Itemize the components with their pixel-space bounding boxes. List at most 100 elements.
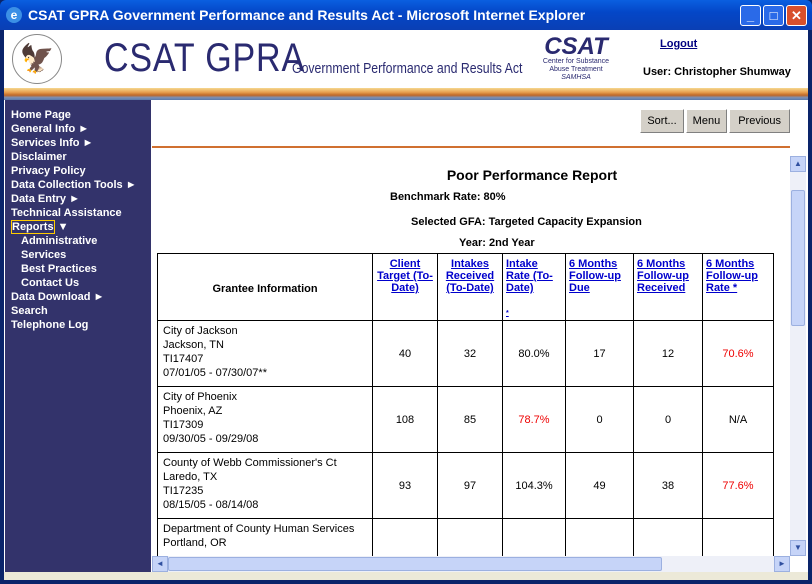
intakes-received: 97 <box>437 452 503 519</box>
nav-privacy[interactable]: Privacy Policy <box>11 165 86 177</box>
grantee-name: City of Phoenix <box>163 391 237 403</box>
followup-due <box>565 518 634 556</box>
followup-due: 0 <box>565 386 634 453</box>
header-followup-due[interactable]: 6 Months Follow-up Due <box>565 253 634 321</box>
logout-link[interactable]: Logout <box>660 38 698 50</box>
followup-received: 12 <box>633 320 703 387</box>
status-bar <box>4 572 808 580</box>
followup-received <box>633 518 703 556</box>
window-title: CSAT GPRA Government Performance and Res… <box>28 7 586 23</box>
window-titlebar: e CSAT GPRA Government Performance and R… <box>0 0 812 30</box>
menu-button[interactable]: Menu <box>685 109 728 133</box>
nav-reports[interactable]: Reports ▼ <box>11 220 69 234</box>
nav-best-practices[interactable]: Best Practices <box>21 263 97 275</box>
header-followup-rate[interactable]: 6 Months Follow-up Rate * <box>702 253 774 321</box>
nav-data-entry[interactable]: Data Entry ► <box>11 193 80 205</box>
grantee-info: County of Webb Commissioner's Ct Laredo, … <box>157 452 373 519</box>
client-target: 93 <box>372 452 438 519</box>
grantee-name: City of Jackson <box>163 325 238 337</box>
intake-rate: 78.7% <box>502 386 566 453</box>
horizontal-scrollbar[interactable]: ◄ ► <box>152 556 790 572</box>
intake-footnote-marker: * <box>506 310 509 317</box>
scroll-right-arrow-icon[interactable]: ► <box>774 556 790 572</box>
brand-title: CSAT GPRA <box>104 36 305 80</box>
grantee-city: Phoenix, AZ <box>163 405 223 417</box>
year-label: Year: <box>459 237 486 249</box>
intakes-received: 32 <box>437 320 503 387</box>
followup-rate: 70.6% <box>702 320 774 387</box>
grantee-city: Portland, OR <box>163 537 227 549</box>
table-row: City of Phoenix Phoenix, AZ TI17309 09/30/0… <box>157 386 774 453</box>
sort-button[interactable]: Sort... <box>640 109 684 133</box>
intake-rate: 80.0% <box>502 320 566 387</box>
nav-services[interactable]: Services <box>21 249 67 261</box>
header-intakes-received[interactable]: Intakes Received (To-Date) <box>437 253 503 321</box>
intake-rate: 104.3% <box>502 452 566 519</box>
intakes-received <box>437 518 503 556</box>
benchmark-label: Benchmark Rate: <box>390 191 481 203</box>
nav-services-info[interactable]: Services Info ► <box>11 137 94 149</box>
year-value: 2nd Year <box>488 237 535 249</box>
followup-rate: N/A <box>702 386 774 453</box>
table-header-row: Grantee Information Client Target (To-Da… <box>157 253 774 321</box>
grantee-dates: 07/01/05 - 07/30/07** <box>163 367 267 379</box>
horizontal-scroll-thumb[interactable] <box>168 557 662 571</box>
sidebar-nav: Home Page General Info ► Services Info ►… <box>5 100 151 572</box>
followup-received: 0 <box>633 386 703 453</box>
nav-contact-us[interactable]: Contact Us <box>21 277 80 289</box>
followup-rate: 77.6% <box>702 452 774 519</box>
chevron-down-icon: ▼ <box>57 221 69 233</box>
nav-data-download[interactable]: Data Download ► <box>11 291 105 303</box>
intakes-received: 85 <box>437 386 503 453</box>
header-client-target[interactable]: Client Target (To-Date) <box>372 253 438 321</box>
scroll-down-arrow-icon[interactable]: ▼ <box>790 540 806 556</box>
header-intake-rate[interactable]: Intake Rate (To-Date) * <box>502 253 566 321</box>
user-label: User: Christopher Shumway <box>643 66 791 78</box>
followup-rate <box>702 518 774 556</box>
report-title: Poor Performance Report <box>446 167 618 183</box>
grantee-info: City of Jackson Jackson, TN TI17407 07/01/0… <box>157 320 373 387</box>
grantee-id: TI17309 <box>163 419 204 431</box>
followup-due: 49 <box>565 452 634 519</box>
grantee-city: Jackson, TN <box>163 339 224 351</box>
vertical-scroll-thumb[interactable] <box>791 190 805 326</box>
nav-home[interactable]: Home Page <box>11 109 71 121</box>
scroll-left-arrow-icon[interactable]: ◄ <box>152 556 168 572</box>
nav-general-info[interactable]: General Info ► <box>11 123 90 135</box>
benchmark-value: 80% <box>483 191 506 203</box>
header-grantee-info: Grantee Information <box>157 253 373 321</box>
header-followup-received[interactable]: 6 Months Follow-up Received <box>633 253 703 321</box>
nav-administrative[interactable]: Administrative <box>21 235 98 247</box>
maximize-button[interactable]: □ <box>763 5 784 26</box>
intake-rate <box>502 518 566 556</box>
gfa-value: Targeted Capacity Expansion <box>488 216 642 228</box>
nav-search[interactable]: Search <box>11 305 48 317</box>
grantee-name: Department of County Human Services <box>163 523 355 535</box>
grantee-info: City of Phoenix Phoenix, AZ TI17309 09/30/0… <box>157 386 373 453</box>
grantee-id: TI17407 <box>163 353 204 365</box>
hhs-seal-logo: 🦅 <box>12 34 62 84</box>
grantee-dates: 08/15/05 - 08/14/08 <box>163 499 259 511</box>
nav-disclaimer[interactable]: Disclaimer <box>11 151 67 163</box>
table-row: County of Webb Commissioner's Ct Laredo, … <box>157 452 774 519</box>
csat-logo: CSAT Center for Substance Abuse Treatmen… <box>542 33 610 82</box>
ie-icon: e <box>6 7 22 23</box>
grantee-info: Department of County Human Services Portl… <box>157 518 373 556</box>
followup-due: 17 <box>565 320 634 387</box>
gfa-label: Selected GFA: <box>411 216 486 228</box>
table-row: Department of County Human Services Portl… <box>157 518 774 556</box>
grantee-dates: 09/30/05 - 09/29/08 <box>163 433 259 445</box>
grantee-id: TI17235 <box>163 485 204 497</box>
vertical-scrollbar[interactable]: ▲ ▼ <box>790 156 806 556</box>
site-header: 🦅 CSAT GPRA Government Performance and R… <box>4 30 808 88</box>
brand-subtitle: Government Performance and Results Act <box>292 60 523 77</box>
scroll-up-arrow-icon[interactable]: ▲ <box>790 156 806 172</box>
nav-data-collection-tools[interactable]: Data Collection Tools ► <box>11 179 137 191</box>
client-target: 108 <box>372 386 438 453</box>
minimize-button[interactable]: _ <box>740 5 761 26</box>
previous-button[interactable]: Previous <box>729 109 790 133</box>
nav-telephone-log[interactable]: Telephone Log <box>11 319 89 331</box>
nav-technical-assistance[interactable]: Technical Assistance <box>11 207 122 219</box>
header-stripes <box>4 88 808 100</box>
close-button[interactable]: ✕ <box>786 5 807 26</box>
